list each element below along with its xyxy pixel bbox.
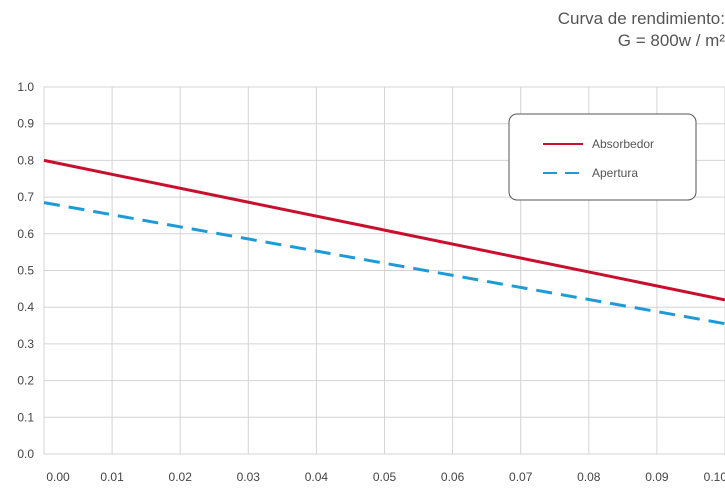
- y-tick-label: 0.5: [17, 264, 34, 278]
- y-tick-label: 0.6: [17, 227, 34, 241]
- x-tick-label: 0.04: [305, 470, 329, 484]
- legend: Absorbedor Apertura: [508, 113, 697, 201]
- y-tick-label: 1.0: [17, 80, 34, 94]
- x-tick-label: 0.00: [46, 470, 70, 484]
- y-tick-label: 0.8: [17, 153, 34, 167]
- x-tick-label: 0.09: [645, 470, 669, 484]
- x-tick-label: 0.03: [237, 470, 261, 484]
- x-axis: 0.00 0.01 0.02 0.03 0.04 0.05 0.06 0.07 0.08 0.09…: [46, 470, 725, 484]
- chart-title-line1: Curva de rendimiento:: [557, 9, 725, 28]
- y-tick-label: 0.1: [17, 410, 34, 424]
- y-tick-label: 0.7: [17, 190, 34, 204]
- series-line-apertura: [43, 201, 725, 326]
- x-tick-label: 0.08: [577, 470, 601, 484]
- series-layer: [43, 158, 725, 326]
- legend-label-absorbedor: Absorbedor: [592, 137, 654, 151]
- y-axis: 0.0 0.1 0.2 0.3 0.4 0.5 0.6 0.7 0.8 0.9 1.0: [17, 80, 34, 461]
- y-tick-label: 0.0: [17, 447, 34, 461]
- y-tick-label: 0.4: [17, 300, 34, 314]
- x-tick-label: 0.10: [704, 470, 725, 484]
- x-tick-label: 0.02: [169, 470, 193, 484]
- x-tick-label: 0.06: [441, 470, 465, 484]
- y-tick-label: 0.9: [17, 117, 34, 131]
- x-tick-label: 0.07: [509, 470, 533, 484]
- y-tick-label: 0.2: [17, 374, 34, 388]
- series-line-absorbedor: [43, 158, 725, 302]
- legend-label-apertura: Apertura: [592, 166, 638, 180]
- y-tick-label: 0.3: [17, 337, 34, 351]
- legend-box: [508, 113, 697, 201]
- chart-title: Curva de rendimiento: G = 800w / m²: [558, 8, 725, 52]
- grid: [43, 86, 725, 455]
- x-tick-label: 0.05: [373, 470, 397, 484]
- chart-title-line2: G = 800w / m²: [617, 31, 725, 50]
- x-tick-label: 0.01: [100, 470, 124, 484]
